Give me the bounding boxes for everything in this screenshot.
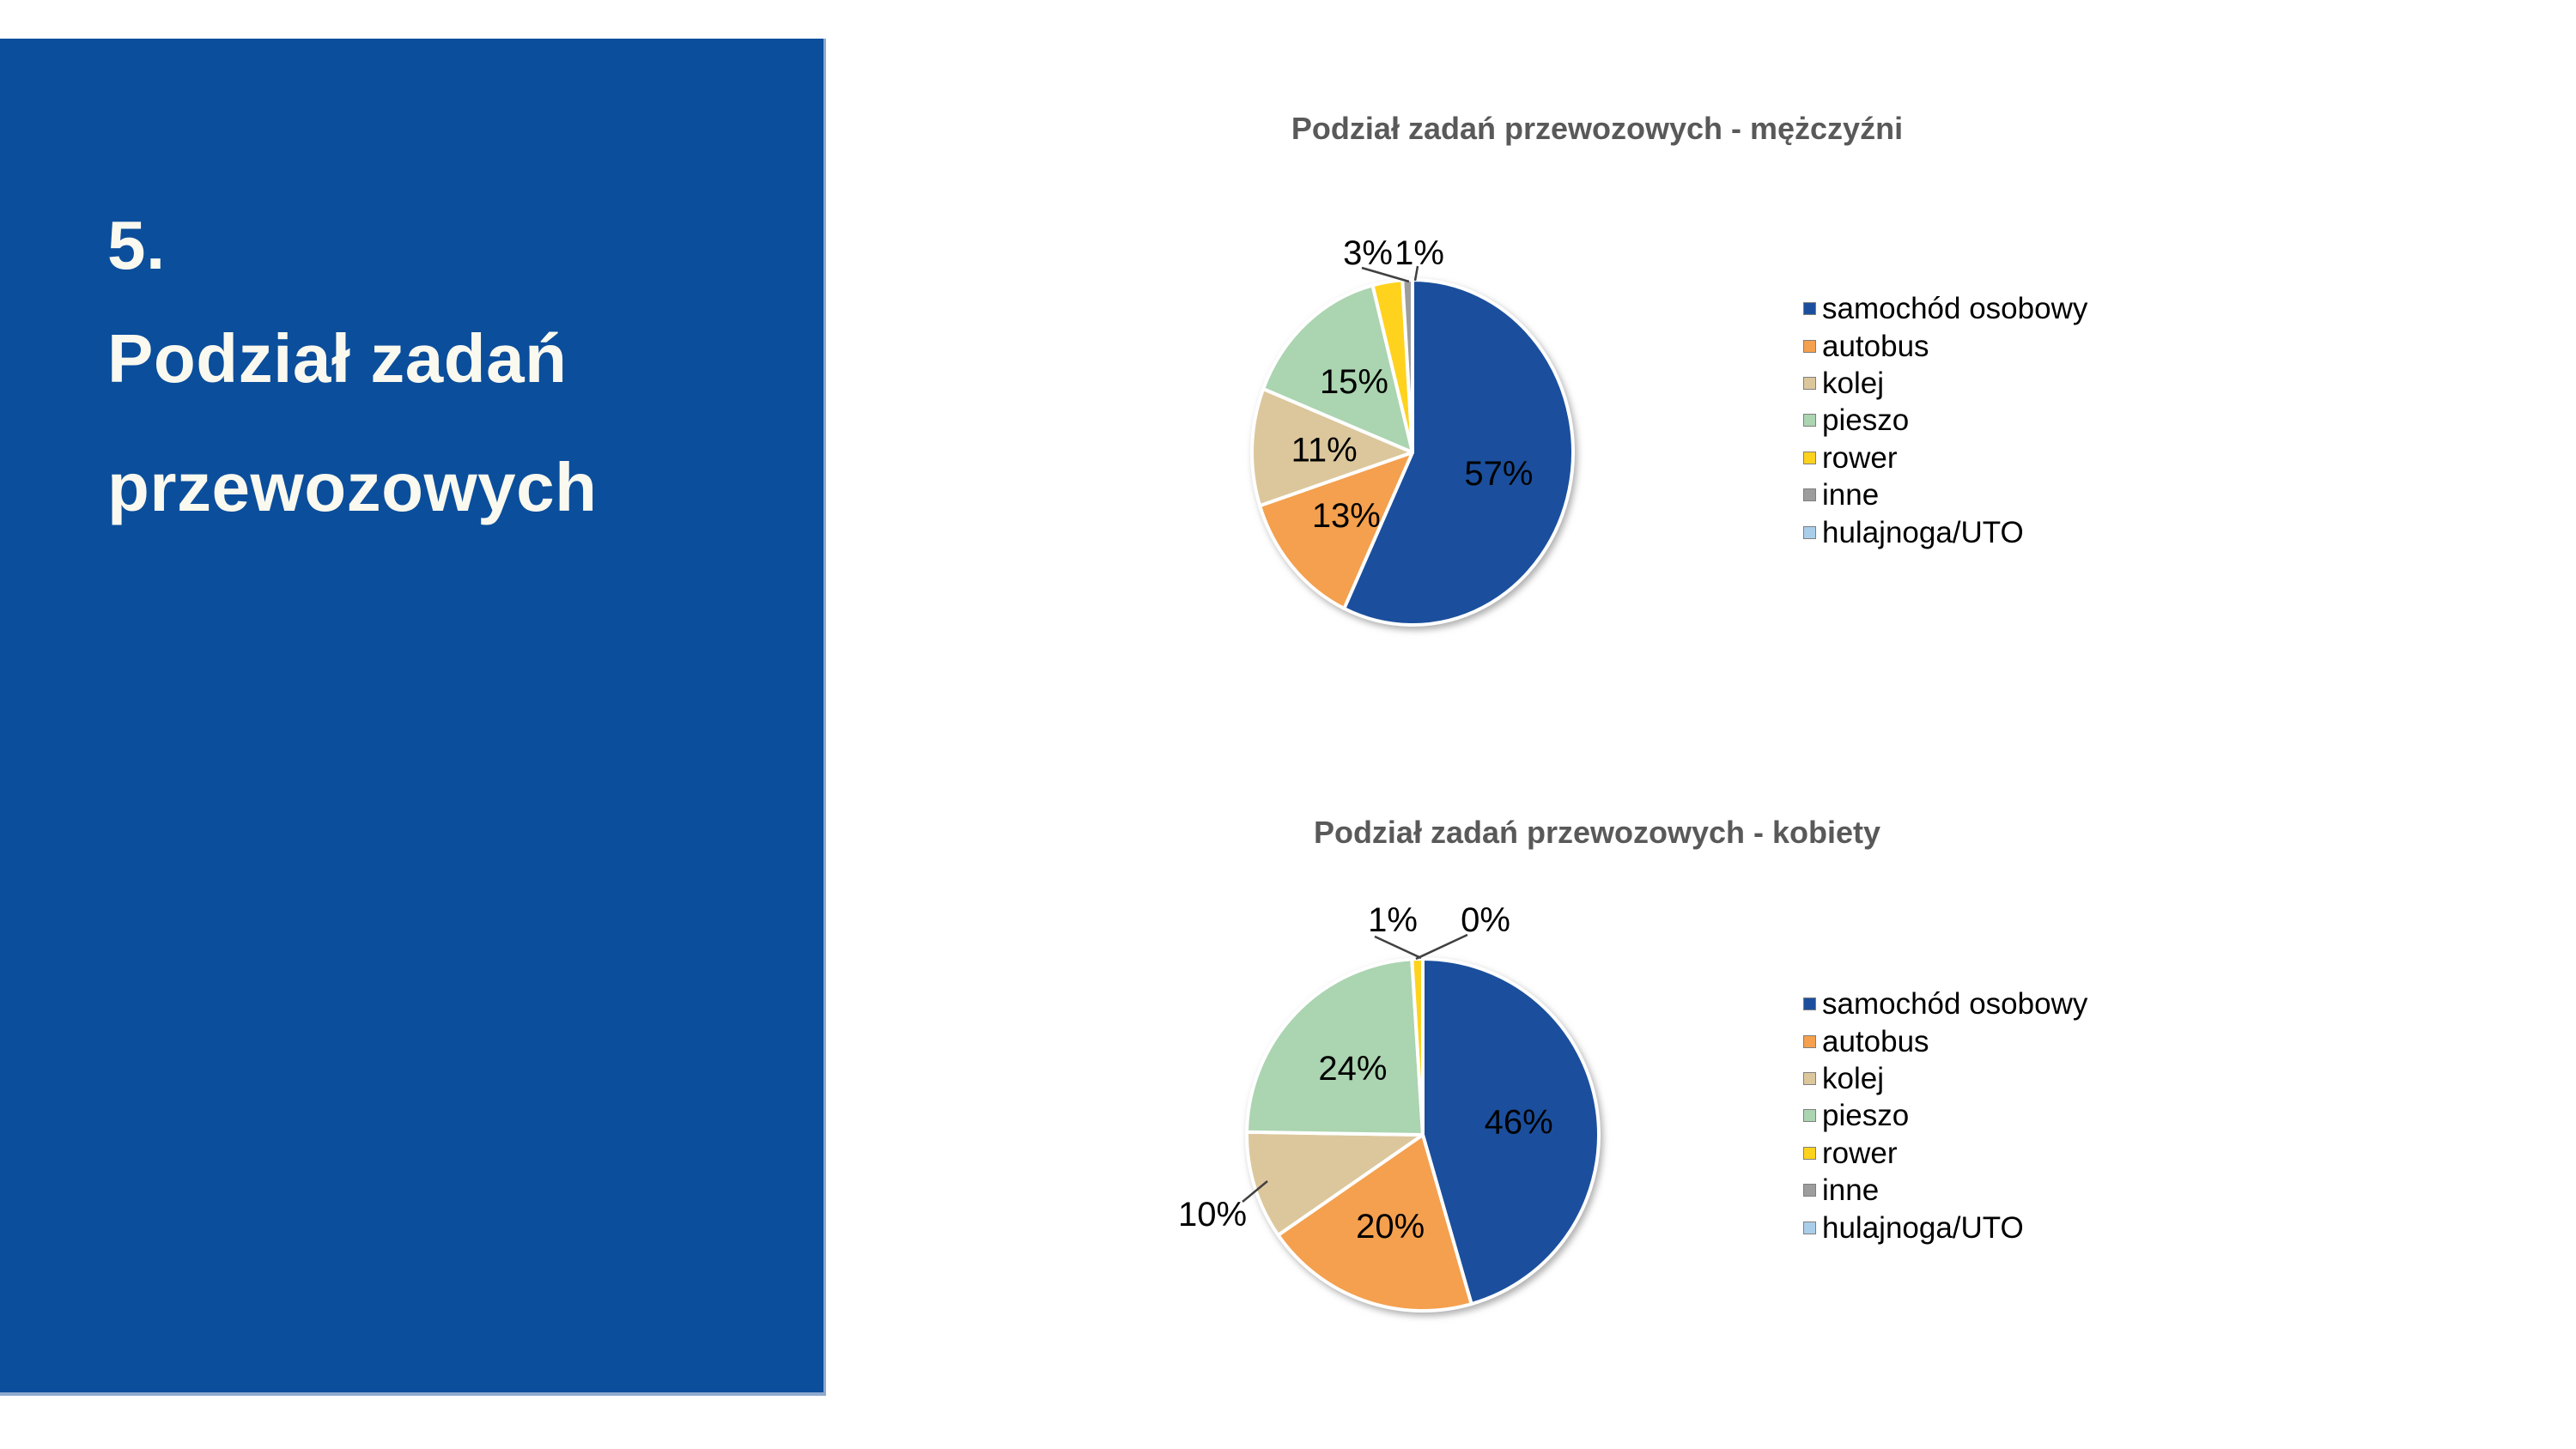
pie-slice-kolej (1245, 1130, 1425, 1237)
legend-label: rower (1822, 440, 1898, 475)
legend-row-kolej: kolej (1803, 1060, 2087, 1097)
pie-chart-men: 57% 13% 11% 15% 3% 1% (1250, 234, 1575, 627)
pie-data-label-pieszo: 15% (1320, 363, 1388, 401)
legend-row-autobus: autobus (1803, 327, 2087, 364)
section-title-line1: Podział zadań (107, 320, 568, 397)
legend-label: kolej (1822, 1061, 1884, 1095)
legend-swatch-icon (1803, 1109, 1816, 1123)
pie-slice-autobus (1258, 451, 1414, 610)
legend-swatch-icon (1803, 1184, 1816, 1197)
legend-label: inne (1822, 478, 1880, 512)
callout-line-rower (1361, 266, 1410, 283)
pie-data-label-inne: 1% (1394, 234, 1444, 272)
callout-line-inne (1415, 933, 1468, 961)
legend-row-inne: inne (1803, 1172, 2087, 1209)
legend-swatch-icon (1803, 525, 1816, 539)
legend-row-rower: rower (1803, 440, 2087, 476)
legend-women: samochód osobowy autobus kolej pieszo rower i… (1803, 985, 2087, 1246)
legend-swatch-icon (1803, 451, 1816, 464)
callout-line-rower (1374, 935, 1422, 960)
pie-slice-autobus (1276, 1133, 1473, 1313)
legend-row-pieszo: pieszo (1803, 1097, 2087, 1134)
legend-row-hulajnoga-uto: hulajnoga/UTO (1803, 1209, 2087, 1246)
callout-line-kolej (1242, 1180, 1268, 1203)
legend-label: autobus (1822, 1024, 1929, 1058)
legend-label: rower (1822, 1136, 1898, 1170)
legend-label: samochód osobowy (1822, 987, 2088, 1022)
section-title-line2: przewozowych (107, 449, 598, 525)
legend-label: hulajnoga/UTO (1822, 1210, 2024, 1245)
legend-men: samochód osobowy autobus kolej pieszo rower i… (1803, 290, 2087, 551)
legend-row-samoch-d-osobowy: samochód osobowy (1803, 985, 2087, 1022)
pie-chart-women: 46% 20% 24% 10% 1% 0% (1178, 901, 1601, 1313)
chart-title-men: Podział zadań przewozowych - mężczyźni (1291, 111, 1904, 146)
legend-label: pieszo (1822, 1099, 1910, 1133)
pie-slice-pieszo (1245, 957, 1425, 1137)
legend-swatch-icon (1803, 414, 1816, 427)
legend-row-pieszo: pieszo (1803, 402, 2087, 439)
legend-label: inne (1822, 1173, 1880, 1208)
section-number: 5. (107, 207, 166, 283)
pie-data-label-autobus: 13% (1312, 497, 1381, 535)
pie-slices-group (1245, 957, 1601, 1313)
legend-label: pieszo (1822, 403, 1910, 438)
legend-row-samoch-d-osobowy: samochód osobowy (1803, 290, 2087, 327)
pie-data-label-inne: 0% (1461, 901, 1510, 939)
pie-slice-kolej (1250, 387, 1414, 508)
legend-swatch-icon (1803, 997, 1816, 1011)
legend-row-rower: rower (1803, 1135, 2087, 1172)
legend-row-hulajnoga-uto: hulajnoga/UTO (1803, 513, 2087, 550)
pie-slice-pieszo (1261, 283, 1414, 454)
legend-swatch-icon (1803, 1071, 1816, 1085)
legend-swatch-icon (1803, 488, 1816, 502)
legend-row-inne: inne (1803, 476, 2087, 513)
legend-row-kolej: kolej (1803, 365, 2087, 402)
section-sidebar: 5. Podział zadań przewozowych (0, 39, 826, 1396)
legend-swatch-icon (1803, 1146, 1816, 1160)
legend-row-autobus: autobus (1803, 1022, 2087, 1059)
pie-slices-group (1250, 278, 1575, 627)
pie-data-label-samoch-d-osobowy: 46% (1485, 1103, 1553, 1141)
pie-slice-samoch-d-osobowy (1421, 957, 1601, 1307)
pie-data-label-rower: 3% (1343, 234, 1393, 272)
pie-data-label-samoch-d-osobowy: 57% (1464, 455, 1533, 493)
callout-line-inne (1413, 265, 1419, 282)
pie-data-label-pieszo: 24% (1318, 1050, 1387, 1088)
pie-data-label-autobus: 20% (1356, 1208, 1425, 1246)
chart-title-women: Podział zadań przewozowych - kobiety (1313, 815, 1881, 850)
legend-label: autobus (1822, 329, 1929, 363)
legend-label: hulajnoga/UTO (1822, 515, 2024, 549)
legend-label: samochód osobowy (1822, 292, 2088, 326)
legend-label: kolej (1822, 366, 1884, 400)
pie-data-label-kolej: 10% (1178, 1196, 1247, 1234)
pie-data-label-kolej: 11% (1291, 432, 1358, 470)
legend-swatch-icon (1803, 376, 1816, 390)
legend-swatch-icon (1803, 339, 1816, 353)
legend-swatch-icon (1803, 302, 1816, 316)
legend-swatch-icon (1803, 1034, 1816, 1048)
pie-data-label-rower: 1% (1368, 901, 1418, 939)
pie-slice-samoch-d-osobowy (1342, 278, 1575, 627)
legend-swatch-icon (1803, 1221, 1816, 1234)
